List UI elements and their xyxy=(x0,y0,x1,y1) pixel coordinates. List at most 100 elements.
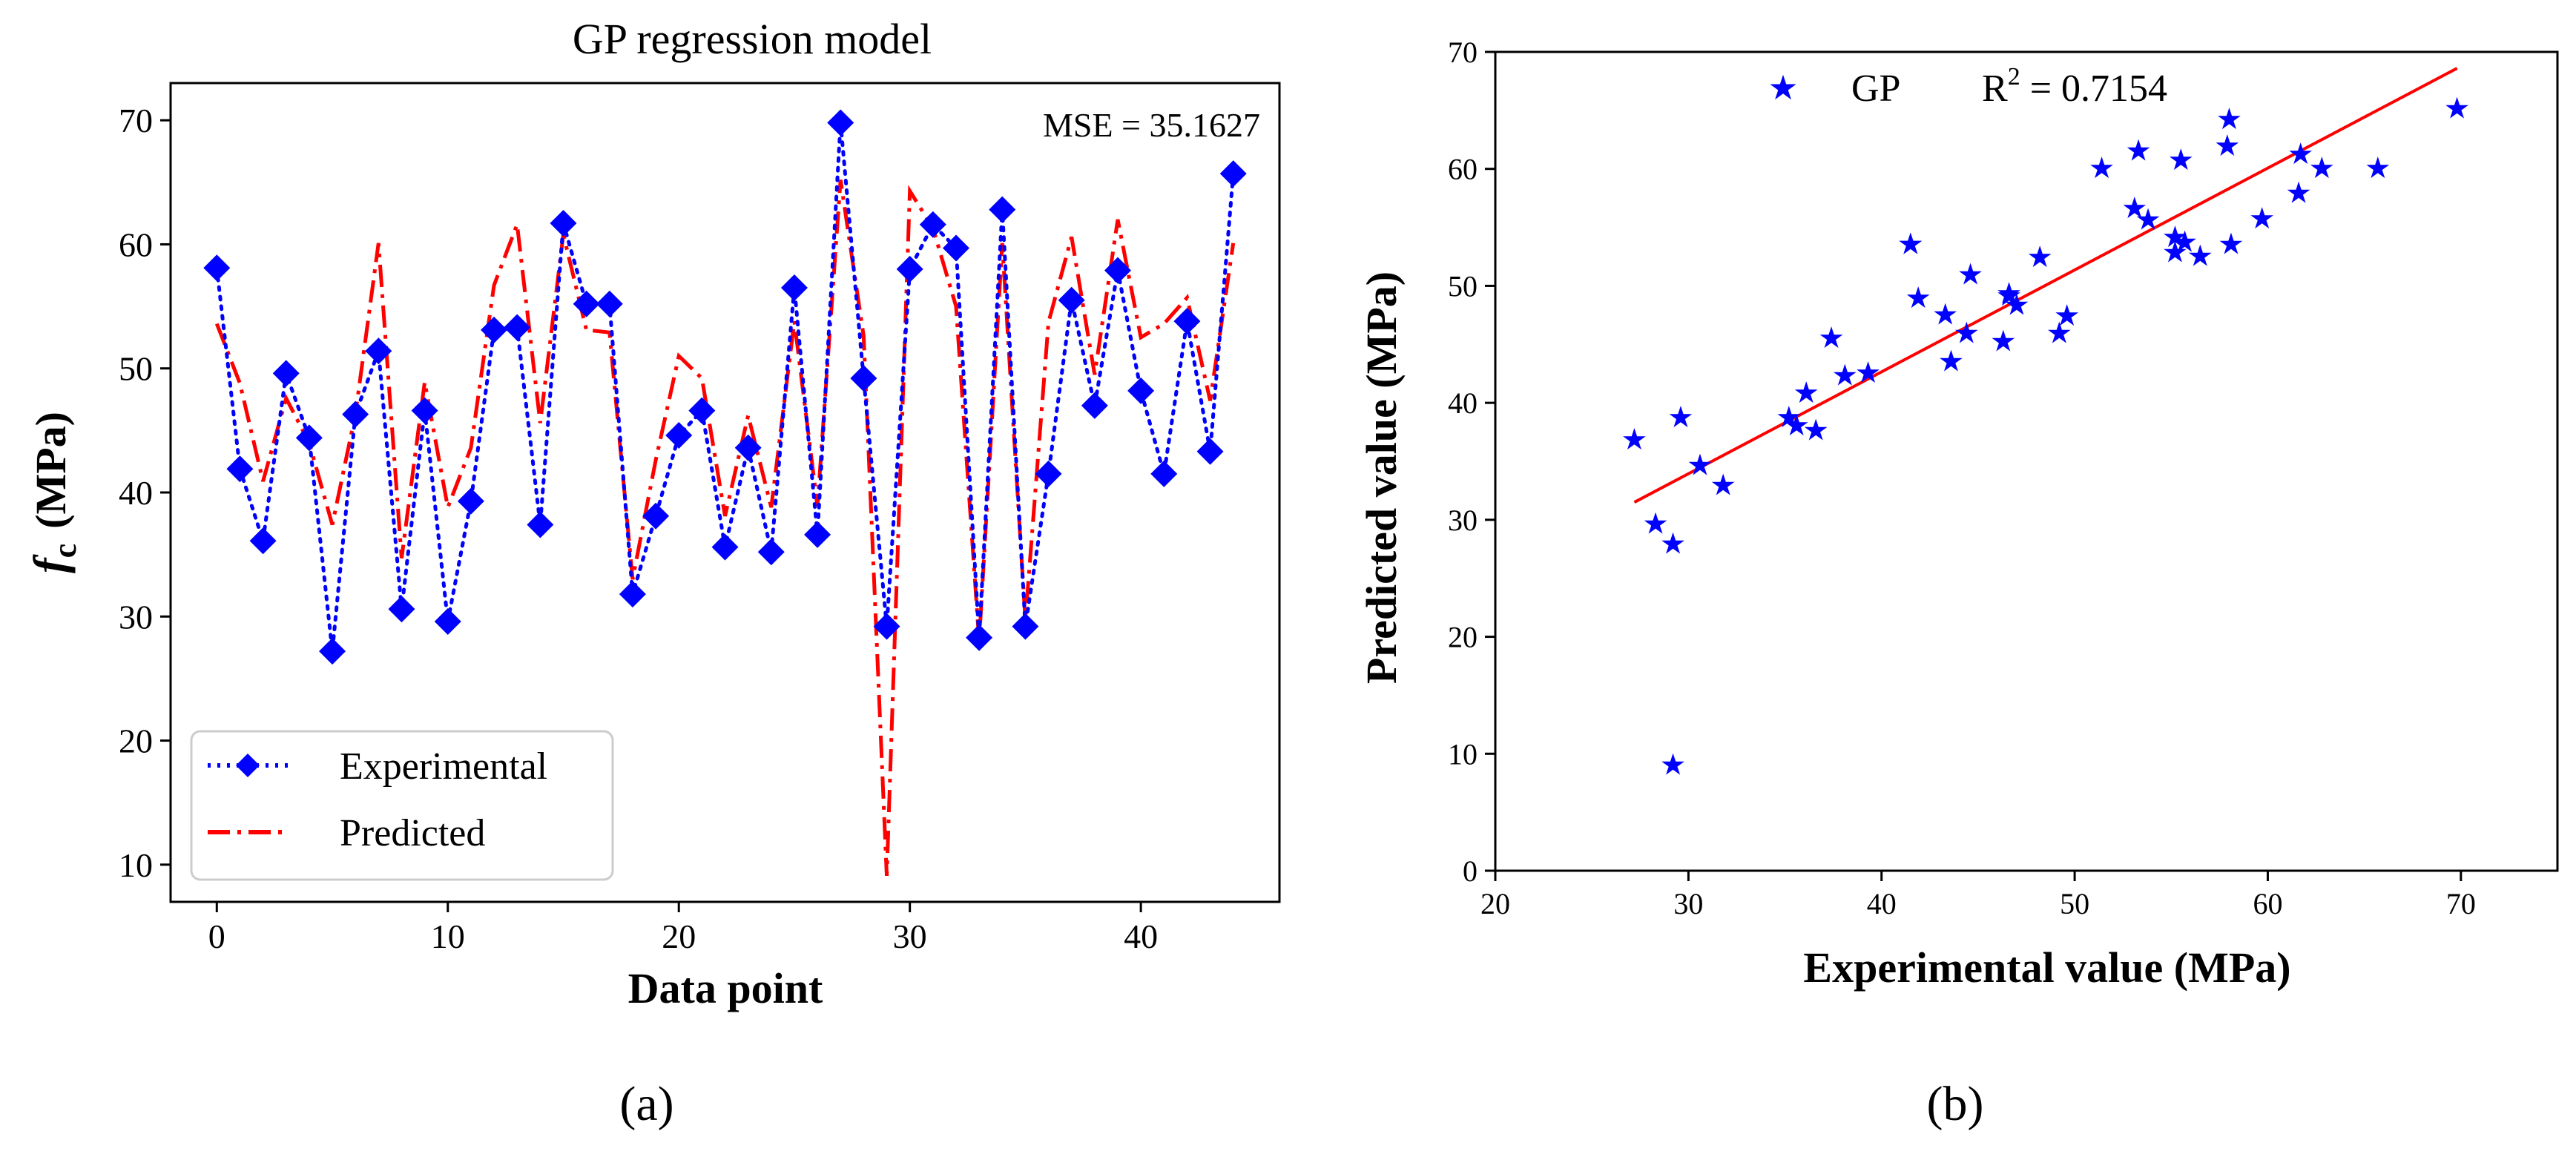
panel-a-line-chart: GP regression model 0 10 20 30 40 10 20 30 40 50… xyxy=(25,15,1281,1012)
y-tick-label: 70 xyxy=(1448,36,1478,69)
experimental-point xyxy=(711,533,739,561)
experimental-point xyxy=(919,211,946,238)
gp-point-star: ★ xyxy=(1855,356,1882,390)
panel-b-frame xyxy=(1494,50,2559,872)
gp-point-star: ★ xyxy=(2046,317,2072,351)
panel-a-experimental-markers xyxy=(203,109,1247,665)
y-tick-label: 20 xyxy=(119,722,153,760)
panel-a-legend-box xyxy=(190,730,614,881)
legend-experimental-label: Experimental xyxy=(340,745,547,788)
experimental-point xyxy=(619,581,646,608)
y-tick-label: 50 xyxy=(119,350,153,388)
panel-b-fit-line xyxy=(1633,67,2458,504)
experimental-point xyxy=(1081,392,1108,419)
panel-a-label: (a) xyxy=(619,1077,673,1131)
x-tick-label: 40 xyxy=(1124,917,1158,955)
panel-a-y-axis-label: fc(MPa) xyxy=(25,412,83,573)
experimental-point xyxy=(550,210,577,237)
gp-point-star: ★ xyxy=(1793,376,1819,410)
panel-a-x-axis-label: Data point xyxy=(628,964,823,1012)
x-tick-label: 30 xyxy=(893,917,927,955)
experimental-point xyxy=(1058,286,1085,314)
experimental-point xyxy=(481,316,508,343)
gp-point-star: ★ xyxy=(1776,400,1802,435)
experimental-point xyxy=(1035,460,1062,487)
panel-a-y-ticks: 10 20 30 40 50 60 70 xyxy=(119,102,171,884)
experimental-point xyxy=(1219,160,1247,188)
gp-point-star: ★ xyxy=(1667,400,1694,435)
panel-a-mse-annotation: MSE = 35.1627 xyxy=(1043,106,1260,144)
gp-point-star: ★ xyxy=(2054,299,2081,333)
experimental-point xyxy=(596,290,623,317)
panel-a-legend: Experimental Predicted xyxy=(190,730,614,881)
experimental-point xyxy=(757,538,785,566)
gp-point-star: ★ xyxy=(1783,409,1810,443)
gp-point-star: ★ xyxy=(2125,134,2152,168)
gp-point-star: ★ xyxy=(1660,748,1687,782)
experimental-series-line xyxy=(214,122,1236,652)
experimental-point xyxy=(573,290,600,317)
x-tick-label: 50 xyxy=(2060,887,2089,920)
gp-point-star: ★ xyxy=(1710,469,1736,503)
gp-point-star: ★ xyxy=(2121,191,2148,225)
experimental-point xyxy=(827,109,854,136)
x-tick-label: 0 xyxy=(208,917,225,955)
gp-point-star: ★ xyxy=(1996,277,2023,311)
experimental-point xyxy=(504,314,531,341)
gp-point-star: ★ xyxy=(2308,151,2335,185)
x-tick-label: 60 xyxy=(2253,887,2282,920)
legend-gp-star-icon: ★ xyxy=(1768,67,1798,108)
experimental-point xyxy=(896,255,923,283)
experimental-point xyxy=(319,638,346,665)
experimental-point xyxy=(295,424,323,452)
experimental-point xyxy=(411,397,438,424)
experimental-point xyxy=(434,607,461,635)
y-tick-label: 10 xyxy=(1448,737,1478,771)
y-tick-label: 50 xyxy=(1448,269,1478,303)
gp-point-star: ★ xyxy=(2444,92,2471,126)
experimental-point xyxy=(989,196,1016,223)
panel-b-x-ticks: 20 30 40 50 60 70 xyxy=(1480,871,2476,920)
gp-point-star: ★ xyxy=(2162,236,2189,270)
experimental-point xyxy=(1150,460,1178,487)
panel-b-r2-annotation: R2 = 0.7154 xyxy=(1982,63,2167,110)
legend-gp-label: GP xyxy=(1851,67,1900,110)
experimental-point xyxy=(942,234,969,262)
gp-point-star: ★ xyxy=(1897,228,1924,262)
gp-point-star: ★ xyxy=(2135,203,2161,237)
gp-point-star: ★ xyxy=(2003,289,2030,323)
panel-b-y-axis-label: Predicted value (MPa) xyxy=(1357,271,1406,684)
y-tick-label: 40 xyxy=(1448,386,1478,420)
regression-fit-line xyxy=(1633,67,2458,504)
gp-point-star: ★ xyxy=(1687,449,1713,483)
gp-point-star: ★ xyxy=(2285,176,2312,210)
experimental-point xyxy=(688,397,716,424)
gp-point-star: ★ xyxy=(1905,281,1931,315)
experimental-point xyxy=(342,400,369,428)
gp-point-star: ★ xyxy=(1957,258,1984,292)
experimental-point xyxy=(1012,613,1039,640)
gp-point-star: ★ xyxy=(2218,228,2244,262)
panel-b-y-ticks: 0 10 20 30 40 50 60 70 xyxy=(1448,36,1495,888)
y-tick-label: 20 xyxy=(1448,621,1478,654)
y-tick-label: 10 xyxy=(119,846,153,884)
panel-a-y-label-unit: (MPa) xyxy=(27,412,75,529)
gp-point-star: ★ xyxy=(1802,413,1829,447)
panel-a-plot-area xyxy=(203,109,1247,876)
gp-point-star: ★ xyxy=(2026,240,2053,274)
gp-point-star: ★ xyxy=(1818,321,1845,355)
r2-prefix: R xyxy=(1982,67,2008,110)
x-tick-label: 30 xyxy=(1673,887,1703,920)
experimental-point xyxy=(226,455,254,483)
y-tick-label: 40 xyxy=(119,474,153,512)
experimental-point xyxy=(365,337,392,365)
gp-point-star: ★ xyxy=(1831,358,1858,392)
experimental-point xyxy=(734,434,762,461)
y-tick-label: 30 xyxy=(1448,504,1478,537)
gp-point-star: ★ xyxy=(1938,344,1965,378)
panel-b-plot-area: ★★★★★★★★★★★★★★★★★ ★★★★★★★★★★★★★★★★★★★★★★★… xyxy=(1621,67,2471,782)
x-tick-label: 40 xyxy=(1867,887,1897,920)
gp-point-star: ★ xyxy=(1932,297,1959,332)
panel-b-scatter-points: ★★★★★★★★★★★★★★★★★ ★★★★★★★★★★★★★★★★★★★★★★★… xyxy=(1621,92,2471,782)
gp-point-star: ★ xyxy=(2089,151,2115,185)
